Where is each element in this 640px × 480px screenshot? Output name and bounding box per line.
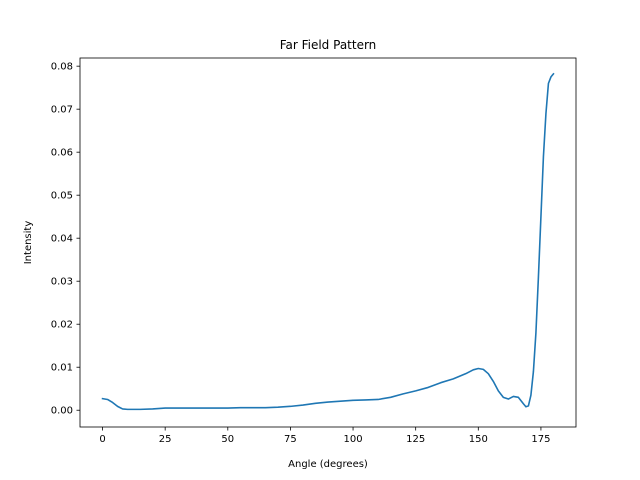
y-axis: 0.00 0.01 0.02 0.03 0.04 0.05 0.06 0.07 0.08 (51, 62, 80, 417)
y-tick-label: 0.00 (51, 406, 73, 417)
y-tick-label: 0.04 (51, 234, 73, 245)
y-axis-label: Intensity (23, 221, 34, 265)
y-tick-label: 0.07 (51, 105, 73, 116)
x-tick-label: 175 (531, 434, 550, 445)
y-tick-label: 0.08 (51, 62, 73, 73)
y-tick-label: 0.06 (51, 148, 73, 159)
x-tick-label: 75 (284, 434, 297, 445)
x-tick-label: 125 (406, 434, 425, 445)
x-axis: 0 25 50 75 100 125 150 175 (99, 427, 550, 445)
x-tick-label: 25 (159, 434, 172, 445)
x-tick-label: 50 (221, 434, 234, 445)
y-tick-label: 0.02 (51, 320, 73, 331)
y-tick-label: 0.05 (51, 191, 73, 202)
intensity-series-line (101, 72, 555, 411)
y-tick-label: 0.01 (51, 363, 73, 374)
x-axis-label: Angle (degrees) (288, 459, 368, 470)
x-tick-label: 150 (469, 434, 488, 445)
plot-area (101, 72, 555, 411)
x-tick-label: 100 (344, 434, 363, 445)
x-tick-label: 0 (99, 434, 105, 445)
chart-title: Far Field Pattern (280, 38, 377, 52)
y-tick-label: 0.03 (51, 277, 73, 288)
axes-frame (79, 57, 577, 428)
